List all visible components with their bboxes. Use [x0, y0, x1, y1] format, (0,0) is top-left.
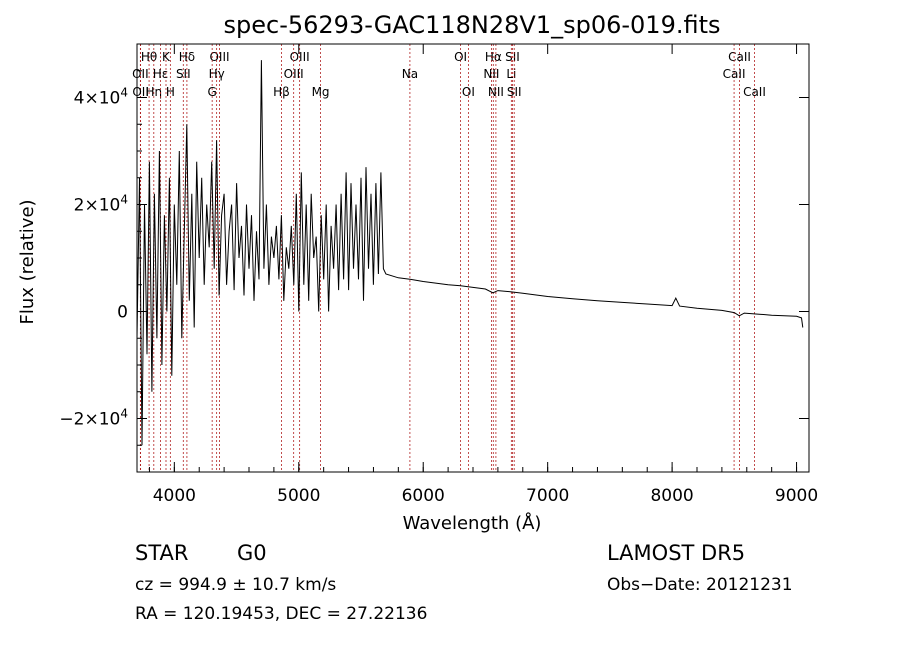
y-axis-ticks: −2×104 0 2×104 4×104 — [59, 70, 809, 446]
line-label-18: OI — [462, 85, 475, 99]
line-label-6: H — [166, 85, 175, 99]
line-label-16: Na — [402, 67, 418, 81]
line-label-11: G — [208, 85, 217, 99]
line-label-2: OII — [132, 85, 149, 99]
line-label-3: Hη — [145, 85, 162, 99]
object-class: STAR — [135, 541, 188, 565]
line-label-24: SII — [507, 85, 522, 99]
x-axis-label: Wavelength (Å) — [403, 512, 542, 534]
observation-date: Obs−Date: 20121231 — [607, 575, 793, 595]
x-tick-label-2: 6000 — [402, 486, 445, 506]
line-label-7: Hδ — [179, 50, 195, 64]
x-tick-label-5: 9000 — [775, 486, 818, 506]
x-axis-ticks: 4000 5000 6000 7000 8000 9000 — [148, 44, 818, 506]
line-label-10: Hγ — [209, 67, 225, 81]
line-label-26: CaII — [723, 67, 746, 81]
line-label-21: NII — [488, 85, 504, 99]
line-label-23: Li — [506, 67, 516, 81]
x-tick-label-1: 5000 — [277, 486, 320, 506]
y-tick-label-2: 2×104 — [74, 193, 128, 216]
line-label-25: CaII — [728, 50, 751, 64]
chart-title: spec-56293-GAC118N28V1_sp06-019.fits — [224, 11, 721, 39]
line-label-5: Hε — [153, 67, 169, 81]
line-label-22: SII — [505, 50, 520, 64]
line-label-9: OIII — [209, 50, 229, 64]
line-label-20: NII — [483, 67, 499, 81]
object-subclass: G0 — [237, 541, 267, 565]
line-label-15: Mg — [312, 85, 330, 99]
y-tick-label-0: −2×104 — [59, 407, 128, 430]
spectrum-series-line — [136, 60, 804, 446]
survey-name: LAMOST DR5 — [607, 541, 745, 565]
line-label-12: OIII — [290, 50, 310, 64]
x-tick-label-0: 4000 — [153, 486, 196, 506]
redshift-velocity: cz = 994.9 ± 10.7 km/s — [135, 575, 336, 595]
line-label-4: K — [162, 50, 171, 64]
line-label-13: OIII — [284, 67, 304, 81]
line-label-8: SII — [176, 67, 191, 81]
plot-frame — [136, 43, 810, 473]
line-label-27: CaII — [743, 85, 766, 99]
y-axis-label: Flux (relative) — [17, 199, 38, 324]
y-tick-label-1: 0 — [117, 303, 128, 323]
sky-coordinates: RA = 120.19453, DEC = 27.22136 — [135, 604, 427, 624]
line-label-17: OI — [454, 50, 467, 64]
y-tick-label-3: 4×104 — [74, 86, 128, 109]
x-tick-label-3: 7000 — [526, 486, 569, 506]
line-label-14: Hβ — [273, 85, 290, 99]
x-tick-label-4: 8000 — [650, 486, 693, 506]
line-label-19: Hα — [485, 50, 502, 64]
line-label-0: Hθ — [141, 50, 157, 64]
